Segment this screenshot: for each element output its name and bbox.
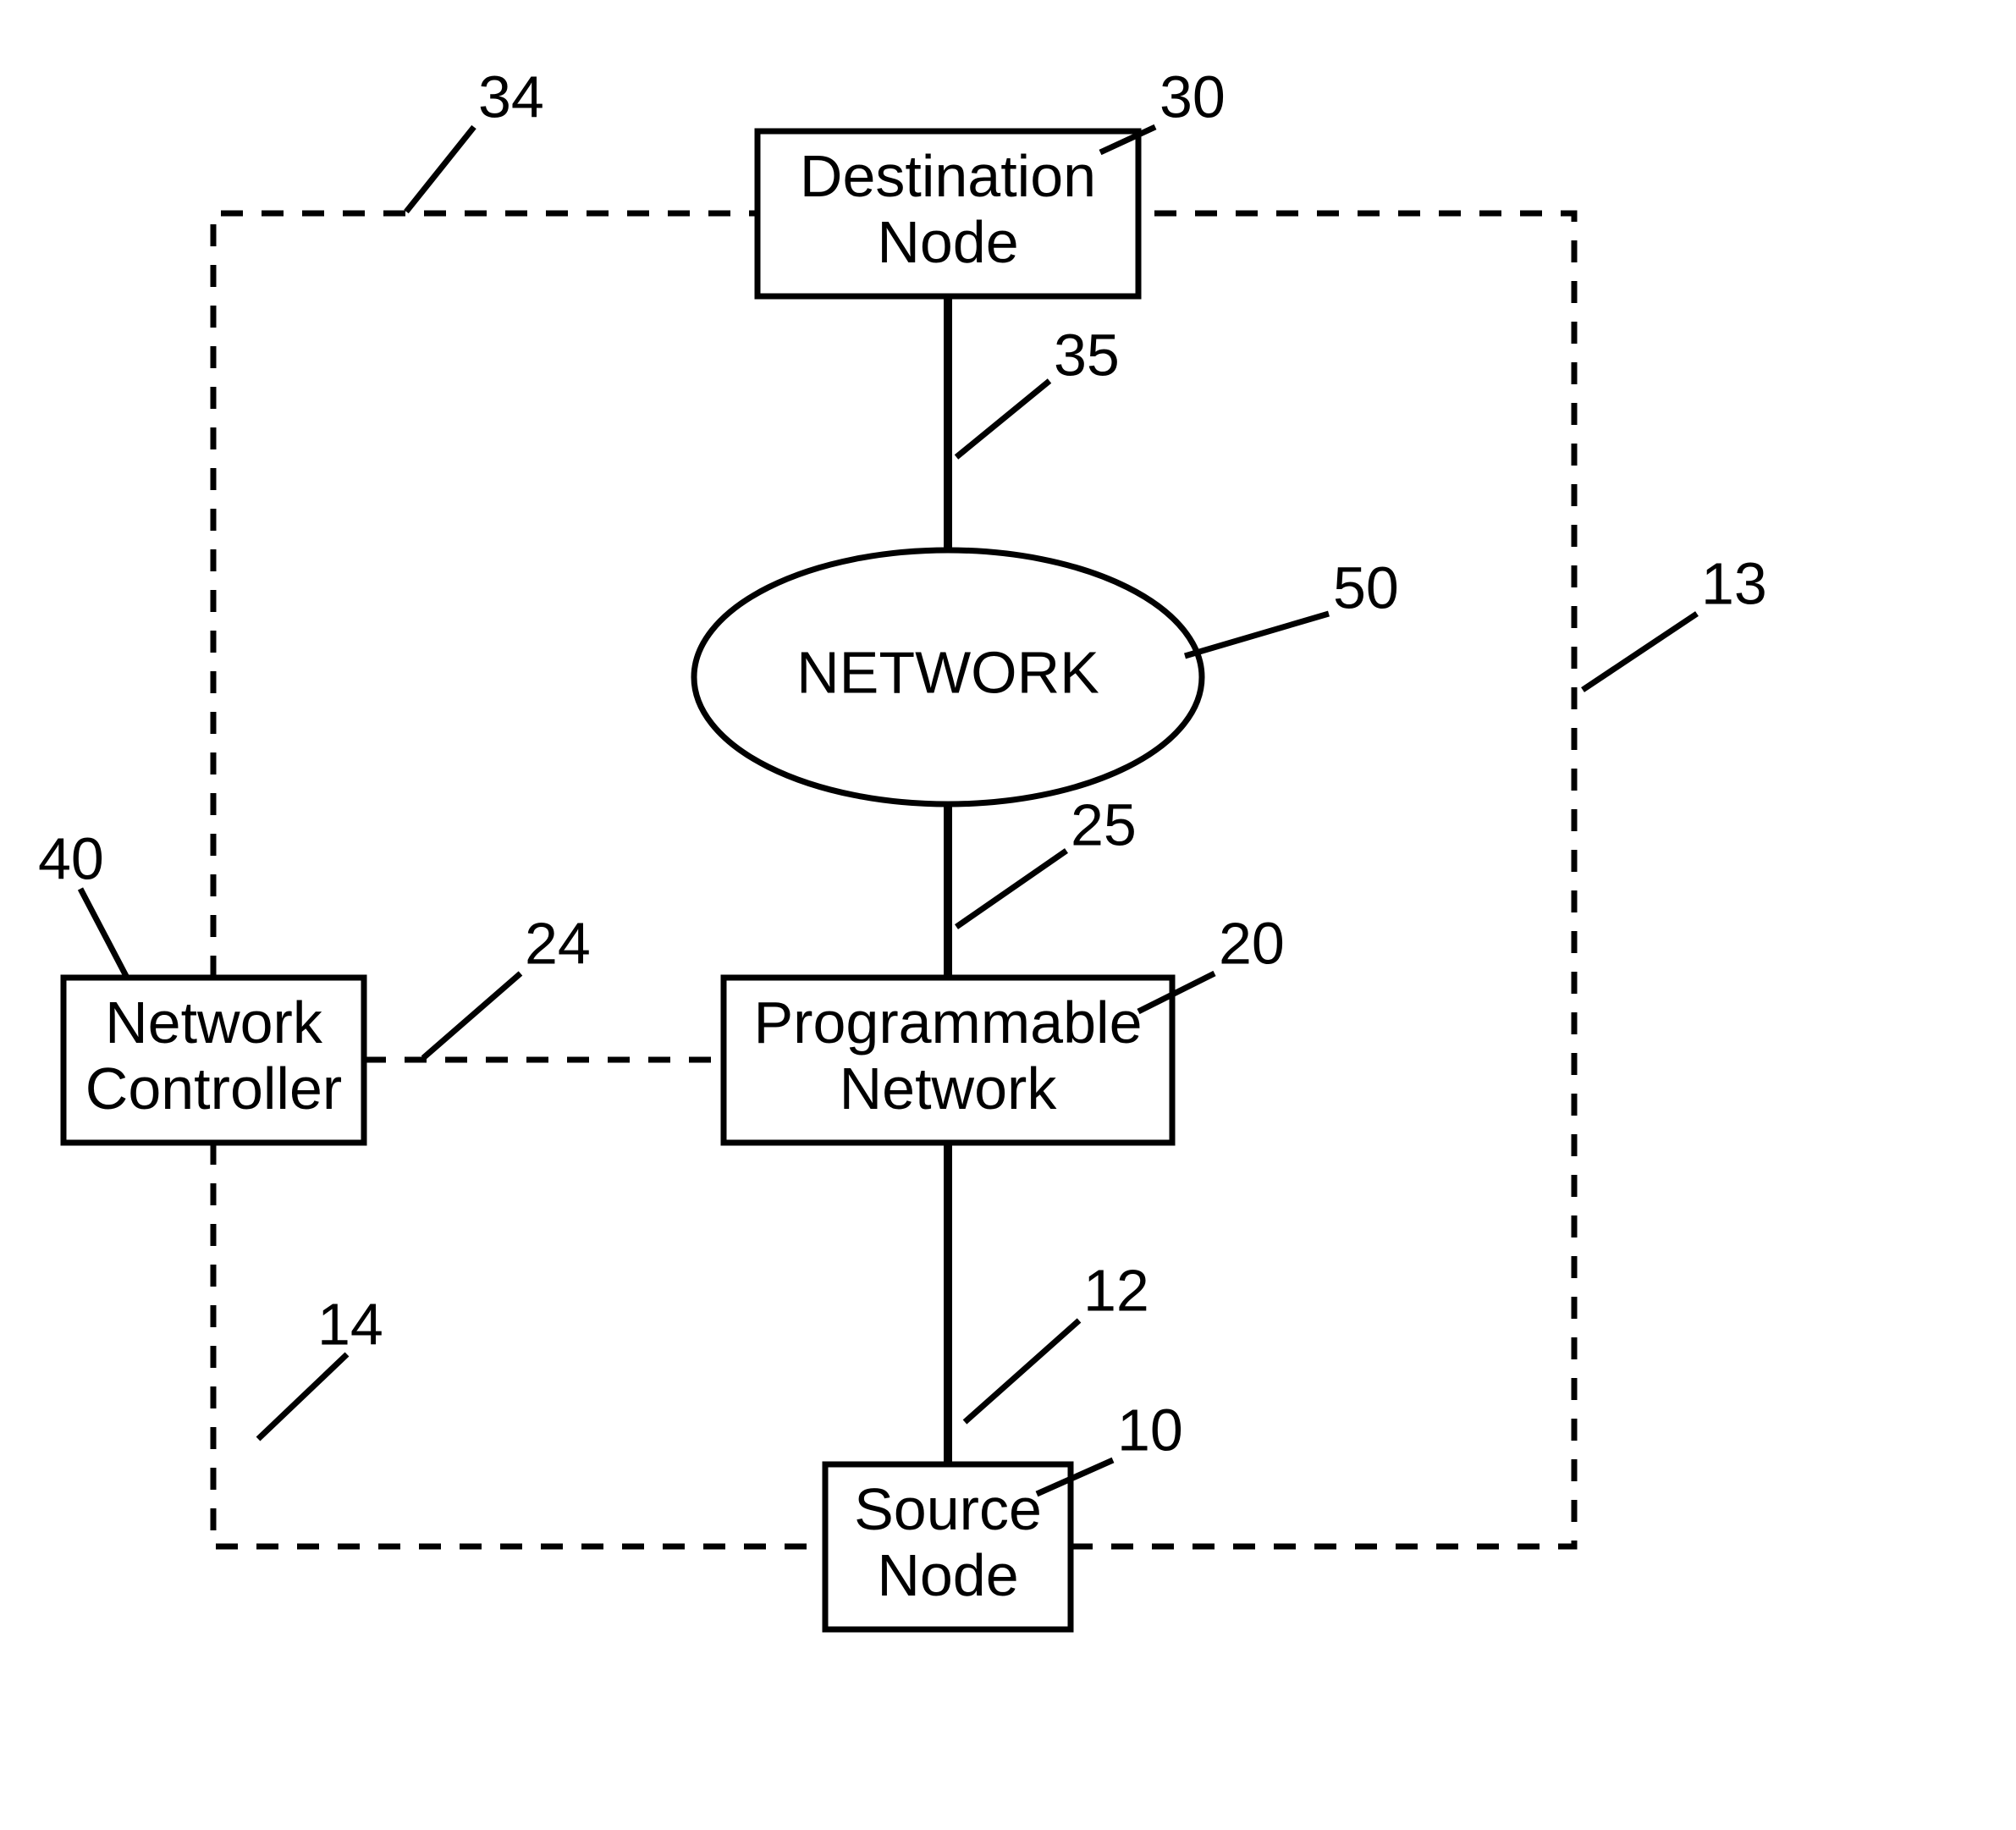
ref-label-35: 35 bbox=[1054, 322, 1120, 388]
ref-label-25: 25 bbox=[1071, 791, 1137, 857]
leader-25 bbox=[956, 851, 1066, 927]
node-src: SourceNode bbox=[825, 1464, 1071, 1629]
node-ctrl-label-1: Controller bbox=[85, 1056, 342, 1122]
node-dest-label-1: Node bbox=[877, 209, 1018, 275]
node-net: NETWORK bbox=[694, 550, 1202, 804]
leader-50 bbox=[1185, 614, 1329, 656]
ref-label-14: 14 bbox=[317, 1291, 383, 1357]
leader-12 bbox=[965, 1320, 1079, 1422]
ref-label-13: 13 bbox=[1701, 550, 1767, 616]
leader-40 bbox=[80, 889, 127, 978]
ref-label-20: 20 bbox=[1219, 910, 1285, 976]
leader-14 bbox=[258, 1354, 347, 1439]
node-src-label-1: Node bbox=[877, 1542, 1018, 1608]
node-src-label-0: Source bbox=[854, 1476, 1042, 1542]
node-prog: ProgrammableNetwork bbox=[724, 978, 1172, 1143]
leader-34 bbox=[406, 127, 474, 212]
edge-e13 bbox=[1071, 213, 1574, 1546]
node-ctrl-label-0: Network bbox=[105, 989, 323, 1056]
leader-13 bbox=[1583, 614, 1697, 690]
node-dest: DestinationNode bbox=[757, 131, 1138, 296]
node-prog-label-0: Programmable bbox=[753, 989, 1142, 1056]
edge-e34 bbox=[213, 213, 757, 978]
ref-label-40: 40 bbox=[38, 825, 104, 891]
ref-label-34: 34 bbox=[478, 63, 544, 130]
ref-label-30: 30 bbox=[1159, 63, 1226, 130]
node-dest-label-0: Destination bbox=[800, 143, 1096, 209]
leader-24 bbox=[423, 973, 521, 1058]
node-net-label-0: NETWORK bbox=[796, 639, 1099, 705]
ref-label-12: 12 bbox=[1083, 1257, 1149, 1323]
ref-label-50: 50 bbox=[1333, 554, 1399, 620]
node-prog-label-1: Network bbox=[840, 1056, 1058, 1122]
ref-label-10: 10 bbox=[1117, 1397, 1183, 1463]
node-ctrl: NetworkController bbox=[63, 978, 364, 1143]
ref-label-24: 24 bbox=[525, 910, 591, 976]
edge-e14 bbox=[213, 1143, 825, 1546]
leader-35 bbox=[956, 381, 1049, 457]
